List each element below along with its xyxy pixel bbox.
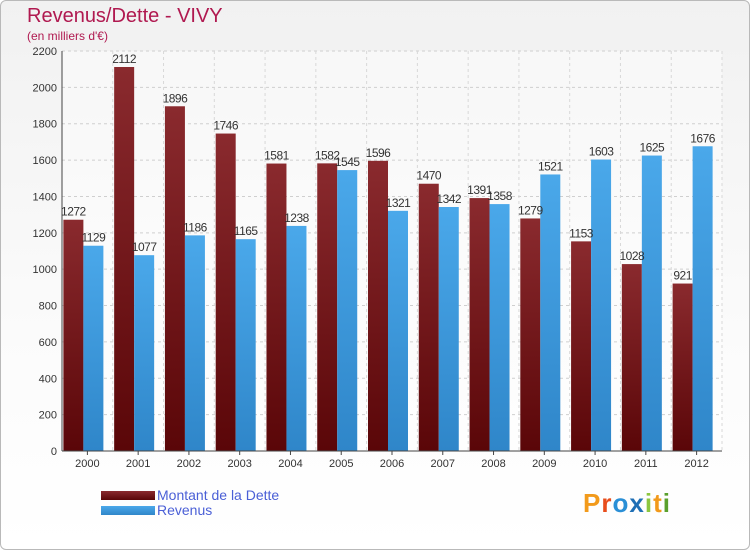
x-tick-label: 2009: [532, 458, 556, 470]
y-tick-label: 1200: [33, 228, 57, 240]
logo-letter: P: [583, 488, 602, 518]
x-tick-label: 2003: [227, 458, 251, 470]
x-tick-label: 2012: [684, 458, 708, 470]
data-label-revenue: 1238: [284, 211, 310, 225]
bar-debt: [571, 241, 592, 451]
bar-debt: [266, 163, 287, 451]
value-labels: 1272 1129 2112 1077 1896 1186 1746 1165 1581 1238…: [61, 52, 716, 283]
data-label-debt: 1153: [569, 226, 594, 240]
legend-item-revenue: Revenus: [101, 503, 212, 517]
y-tick-label: 2200: [33, 46, 57, 58]
legend-label-revenue: Revenus: [157, 502, 213, 518]
y-tick-label: 1000: [33, 264, 57, 276]
bars: [63, 67, 713, 452]
logo-letter: i: [644, 488, 654, 518]
data-label-revenue: 1521: [538, 159, 564, 173]
y-tick-label: 1600: [33, 155, 57, 167]
bar-revenue: [83, 245, 104, 451]
data-label-debt: 921: [673, 269, 692, 283]
y-tick-label: 600: [39, 337, 57, 349]
data-label-revenue: 1129: [81, 231, 106, 245]
y-tick-label: 800: [39, 301, 57, 313]
y-tick-label: 1800: [33, 119, 57, 131]
data-label-revenue: 1603: [589, 145, 615, 159]
x-tick-label: 2000: [75, 458, 99, 470]
data-label-debt: 1391: [467, 183, 493, 197]
data-label-revenue: 1342: [436, 192, 462, 206]
bar-revenue: [286, 225, 307, 451]
y-tick-label: 1400: [33, 191, 57, 203]
logo-letter: i: [662, 488, 671, 518]
bar-debt: [114, 67, 135, 451]
bar-debt: [317, 163, 338, 451]
data-label-debt: 1581: [264, 149, 290, 163]
bar-debt: [164, 106, 185, 451]
x-tick-label: 2007: [431, 458, 455, 470]
bar-revenue: [540, 174, 561, 452]
y-tick-label: 400: [39, 373, 57, 385]
chart-subtitle: (en milliers d'€): [27, 29, 108, 43]
legend-label-debt: Montant de la Dette: [157, 487, 280, 503]
y-tick-label: 2000: [33, 82, 57, 94]
data-label-debt: 1470: [416, 169, 442, 183]
data-label-debt: 1028: [619, 249, 645, 263]
bar-revenue: [388, 210, 408, 451]
bar-debt: [621, 264, 642, 451]
y-tick-label: 0: [51, 446, 57, 458]
bar-revenue: [641, 155, 662, 451]
logo-letter: x: [629, 488, 645, 518]
bar-revenue: [438, 207, 459, 451]
logo-letter: t: [653, 488, 663, 518]
x-tick-label: 2005: [329, 458, 353, 470]
data-label-debt: 1896: [163, 91, 189, 105]
x-tick-label: 2011: [634, 458, 658, 470]
y-tick-label: 200: [39, 410, 57, 422]
bar-revenue: [591, 159, 612, 451]
bar-debt: [418, 183, 439, 451]
data-label-revenue: 1186: [183, 220, 208, 234]
bar-debt: [215, 133, 236, 451]
logo-letter: r: [601, 488, 613, 518]
data-label-revenue: 1545: [335, 155, 361, 169]
chart-title: Revenus/Dette - VIVY: [27, 5, 223, 27]
data-label-debt: 1279: [518, 203, 544, 217]
data-label-revenue: 1676: [690, 131, 716, 145]
x-tick-label: 2006: [380, 458, 404, 470]
bar-revenue: [692, 146, 713, 452]
data-label-debt: 1582: [315, 148, 341, 162]
bar-revenue: [337, 170, 358, 451]
x-tick-label: 2010: [583, 458, 607, 470]
data-label-revenue: 1321: [386, 196, 412, 210]
proxiti-logo: Proxiti: [583, 488, 671, 519]
data-label-debt: 1746: [213, 119, 239, 133]
data-label-revenue: 1077: [132, 240, 158, 254]
bar-debt: [520, 218, 541, 451]
data-label-debt: 1596: [366, 146, 392, 160]
x-tick-label: 2001: [126, 458, 150, 470]
data-label-revenue: 1165: [234, 224, 259, 238]
x-tick-label: 2004: [278, 458, 302, 470]
legend-swatch-revenue: [101, 505, 155, 515]
legend-swatch-debt: [101, 490, 155, 500]
bar-debt: [672, 283, 693, 451]
x-tick-label: 2008: [481, 458, 505, 470]
axes: 0 200 400 600 800 1000 1200 1400 1600 1800 2000 220…: [33, 46, 722, 470]
data-label-debt: 2112: [112, 52, 137, 66]
data-label-revenue: 1625: [639, 141, 665, 155]
data-label-debt: 1272: [61, 205, 87, 219]
legend-item-debt: Montant de la Dette: [101, 488, 279, 502]
bar-revenue: [489, 204, 510, 451]
bar-revenue: [134, 255, 155, 451]
bar-debt: [368, 160, 388, 451]
bar-debt: [469, 198, 490, 451]
data-label-revenue: 1358: [487, 189, 513, 203]
bar-revenue: [184, 235, 205, 451]
bar-revenue: [235, 239, 256, 451]
bar-debt: [63, 219, 84, 451]
logo-letter: o: [612, 488, 630, 518]
x-tick-label: 2002: [177, 458, 201, 470]
